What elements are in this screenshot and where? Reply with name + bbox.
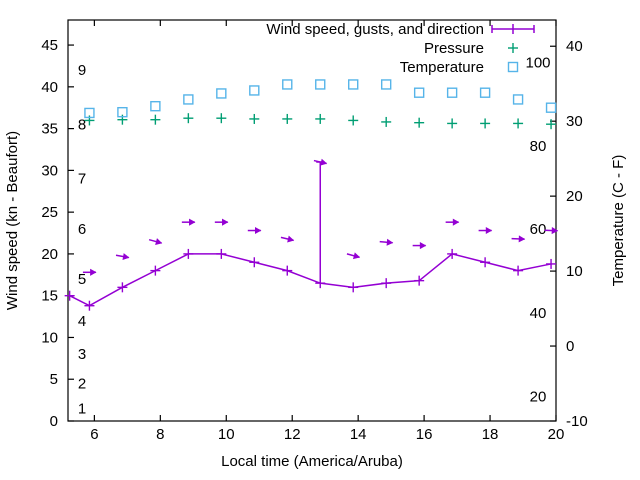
- fahrenheit-label: 60: [530, 221, 547, 238]
- y2-tick-label: 30: [566, 113, 583, 130]
- wind-direction-arrow-head: [485, 226, 493, 235]
- y2-axis-title: Temperature (C - F): [610, 155, 627, 287]
- fahrenheit-label: 40: [530, 305, 547, 322]
- beaufort-label: 2: [78, 375, 86, 392]
- wind-direction-arrow-head: [222, 218, 229, 226]
- fahrenheit-label: 20: [530, 388, 547, 405]
- wind-direction-arrow-head: [320, 158, 328, 166]
- y-tick-label: 5: [50, 371, 58, 388]
- fahrenheit-scale: 20 40 60 80 100: [525, 55, 550, 406]
- series-pressure: [84, 113, 557, 130]
- temperature-point: [545, 102, 557, 113]
- wind-direction-arrow-head: [189, 218, 196, 226]
- legend-label-1: Pressure: [424, 40, 484, 57]
- temperature-point: [84, 107, 95, 119]
- beaufort-label: 3: [78, 346, 86, 363]
- wind-direction-arrow-head: [122, 253, 130, 261]
- beaufort-label: 1: [78, 400, 86, 417]
- beaufort-label: 9: [78, 62, 86, 79]
- temperature-point: [512, 94, 524, 105]
- temperature-point: [183, 94, 194, 105]
- y2-tick-label: 20: [566, 188, 583, 205]
- temperature-point: [216, 88, 227, 99]
- y-tick-label: 35: [41, 121, 58, 138]
- wind-speed-line: [69, 253, 552, 307]
- y-tick-label: 20: [41, 246, 58, 263]
- x-axis: 6 8 10 12 14 16 18 20 Local time (America/Aruba): [90, 20, 564, 470]
- y-axis-celsius: -10 0 10 20 30 40 Temperature (C - F): [550, 38, 627, 430]
- wind-direction-arrow-head: [254, 226, 262, 235]
- x-tick-label: 18: [482, 426, 499, 443]
- plot-border: [67, 19, 557, 422]
- x-tick-label: 20: [548, 426, 565, 443]
- y-tick-label: 25: [41, 204, 58, 221]
- legend-marker-temperature: [507, 61, 519, 73]
- y2-tick-label: 0: [566, 338, 574, 355]
- beaufort-label: 4: [78, 313, 86, 330]
- x-tick-label: 12: [284, 426, 301, 443]
- x-axis-title: Local time (America/Aruba): [221, 453, 403, 470]
- x-tick-label: 14: [350, 426, 367, 443]
- y-axis-knots: 0 5 10 15 20 25 30 35 40 45 Wind speed (kn - Beauf…: [4, 37, 74, 430]
- wind-direction-arrow-head: [155, 238, 163, 245]
- series-wind: [64, 158, 559, 311]
- series-temperature: [84, 79, 557, 119]
- y-tick-label: 40: [41, 79, 58, 96]
- y-tick-label: 10: [41, 329, 58, 346]
- temperature-point: [249, 85, 260, 96]
- temperature-point: [348, 79, 359, 90]
- temperature-point: [446, 87, 458, 98]
- wind-direction-arrow-head: [518, 235, 526, 243]
- wind-direction-arrow-head: [452, 218, 460, 226]
- x-tick-label: 8: [156, 426, 164, 443]
- y-tick-label: 0: [50, 413, 58, 430]
- legend-label-2: Temperature: [400, 59, 484, 76]
- y-axis-title: Wind speed (kn - Beaufort): [4, 131, 21, 310]
- wind-direction-arrow-head: [287, 235, 295, 243]
- temperature-point: [117, 106, 128, 118]
- y2-tick-label: 10: [566, 263, 583, 280]
- wind-direction-arrow-head: [419, 242, 427, 250]
- beaufort-label: 7: [78, 171, 86, 188]
- wind-direction-arrow-head: [90, 268, 97, 276]
- y2-tick-label: -10: [566, 413, 588, 430]
- y-tick-label: 45: [41, 37, 58, 54]
- x-tick-label: 10: [218, 426, 235, 443]
- temperature-point: [150, 100, 161, 112]
- wind-direction-arrow-head: [352, 252, 361, 260]
- x-tick-label: 6: [90, 426, 98, 443]
- y-tick-label: 15: [41, 288, 58, 305]
- temperature-point: [282, 79, 293, 90]
- x-tick-label: 16: [416, 426, 433, 443]
- beaufort-label: 8: [78, 116, 86, 133]
- y2-tick-label: 40: [566, 38, 583, 55]
- wind-direction-arrow-head: [551, 227, 559, 235]
- legend: Wind speed, gusts, and direction Pressure…: [266, 21, 535, 76]
- temperature-point: [479, 87, 491, 98]
- beaufort-scale: 1 2 3 4 5 6 7 8 9: [78, 62, 86, 417]
- temperature-point: [380, 79, 392, 90]
- fahrenheit-label: 100: [525, 55, 550, 72]
- fahrenheit-label: 80: [530, 138, 547, 155]
- legend-label-0: Wind speed, gusts, and direction: [266, 21, 484, 38]
- beaufort-label: 6: [78, 221, 86, 238]
- temperature-point: [315, 79, 326, 90]
- y-tick-label: 30: [41, 162, 58, 179]
- beaufort-label: 5: [78, 271, 86, 288]
- temperature-point: [413, 87, 425, 98]
- wind-direction-arrow-head: [386, 238, 394, 246]
